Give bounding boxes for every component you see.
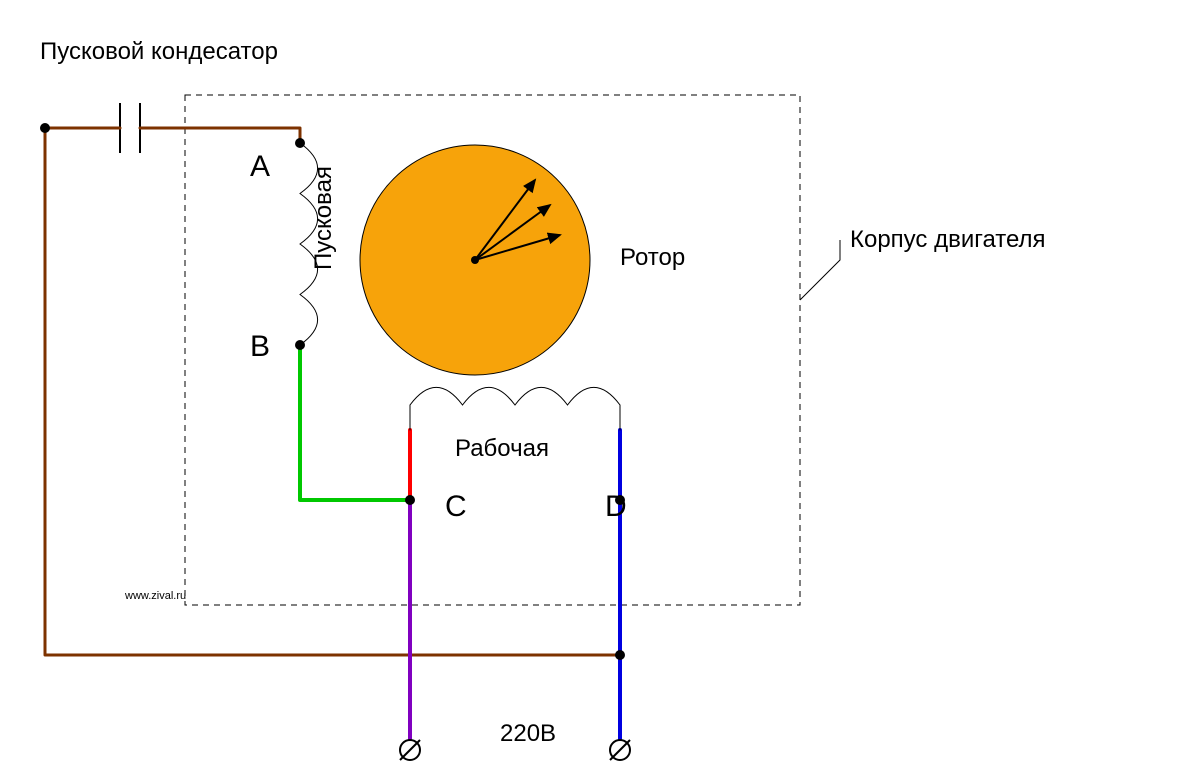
label-rotor: Ротор bbox=[620, 244, 685, 272]
brown-cap-to-A2 bbox=[140, 128, 300, 143]
label-motor-housing: Корпус двигателя bbox=[850, 226, 1046, 254]
node-label-d: D bbox=[605, 490, 627, 524]
label-supply-voltage: 220В bbox=[500, 720, 556, 748]
label-run-winding: Рабочая bbox=[455, 435, 549, 463]
node-label-c: C bbox=[445, 490, 467, 524]
start-capacitor bbox=[120, 103, 140, 153]
label-start-winding: Пусковая bbox=[310, 166, 338, 270]
rotor-disc bbox=[360, 145, 590, 375]
node-label-b: B bbox=[250, 330, 270, 364]
green-B-join bbox=[300, 345, 410, 500]
label-start-capacitor: Пусковой кондесатор bbox=[40, 38, 278, 66]
node-label-a: A bbox=[250, 150, 270, 184]
housing-callout bbox=[800, 240, 840, 300]
watermark-url: www.zival.ru bbox=[125, 590, 186, 602]
